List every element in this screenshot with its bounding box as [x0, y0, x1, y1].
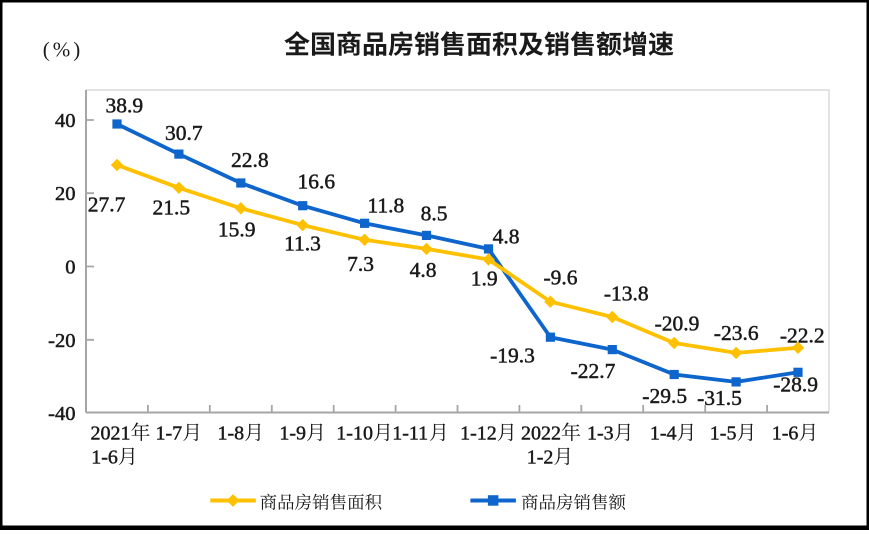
svg-text:-22.2: -22.2 — [780, 324, 825, 348]
svg-text:1.9: 1.9 — [471, 267, 498, 291]
svg-text:11.8: 11.8 — [367, 194, 404, 218]
svg-text:15.9: 15.9 — [218, 218, 256, 242]
svg-text:20: 20 — [55, 183, 76, 205]
svg-text:40: 40 — [55, 110, 76, 132]
svg-text:1-5: 1-5 — [710, 423, 737, 445]
svg-text:-9.6: -9.6 — [543, 266, 577, 290]
svg-text:1-12: 1-12 — [460, 423, 497, 445]
svg-text:1-10: 1-10 — [336, 423, 373, 445]
svg-text:1-8: 1-8 — [218, 423, 245, 445]
svg-text:-13.8: -13.8 — [604, 282, 649, 306]
svg-text:11.3: 11.3 — [284, 232, 321, 256]
svg-text:2021: 2021 — [91, 423, 131, 445]
svg-text:16.6: 16.6 — [297, 170, 335, 194]
svg-text:1-9: 1-9 — [279, 423, 306, 445]
svg-text:-40: -40 — [48, 403, 75, 425]
svg-text:-20.9: -20.9 — [655, 312, 700, 336]
svg-text:38.9: 38.9 — [105, 94, 143, 118]
svg-text:30.7: 30.7 — [165, 121, 203, 145]
svg-text:-20: -20 — [48, 330, 75, 352]
svg-text:-23.6: -23.6 — [714, 321, 759, 345]
svg-text:2022: 2022 — [521, 423, 561, 445]
svg-text:-19.3: -19.3 — [490, 344, 535, 368]
svg-text:1-6: 1-6 — [772, 423, 799, 445]
svg-text:27.7: 27.7 — [88, 193, 126, 217]
svg-text:-29.5: -29.5 — [642, 384, 687, 408]
svg-text:8.5: 8.5 — [421, 202, 448, 226]
svg-text:1-7: 1-7 — [156, 423, 183, 445]
svg-text:1-11: 1-11 — [392, 423, 428, 445]
svg-text:1-6: 1-6 — [91, 447, 118, 469]
svg-text:21.5: 21.5 — [152, 196, 190, 220]
svg-text:(%): (%) — [43, 38, 83, 62]
svg-text:1-3: 1-3 — [587, 423, 614, 445]
svg-text:4.8: 4.8 — [410, 258, 437, 282]
svg-text:1-2: 1-2 — [527, 447, 554, 469]
svg-text:22.8: 22.8 — [231, 148, 269, 172]
svg-text:4.8: 4.8 — [493, 225, 520, 249]
svg-text:7.3: 7.3 — [347, 252, 374, 276]
svg-text:-31.5: -31.5 — [697, 386, 742, 410]
svg-text:0: 0 — [65, 257, 75, 279]
svg-text:1-4: 1-4 — [650, 423, 677, 445]
svg-text:-22.7: -22.7 — [571, 359, 616, 383]
